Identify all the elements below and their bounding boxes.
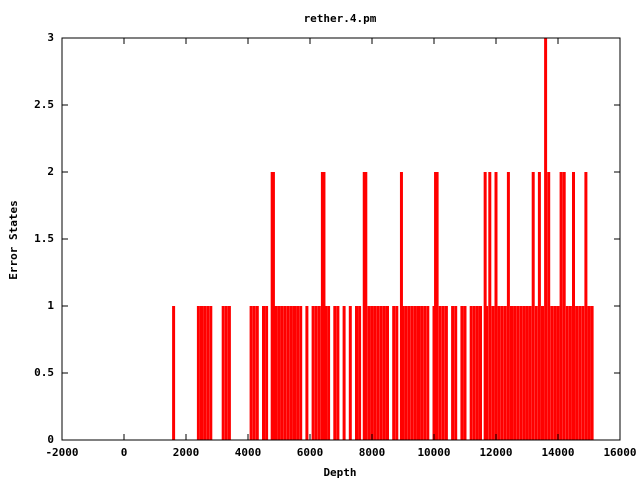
x-tick-label: 2000 xyxy=(173,446,200,459)
chart-title: rether.4.pm xyxy=(304,12,377,25)
x-tick-label: 8000 xyxy=(359,446,386,459)
x-tick-label: 4000 xyxy=(235,446,262,459)
x-tick-label: 0 xyxy=(121,446,128,459)
plot xyxy=(172,38,594,440)
y-tick-label: 2.5 xyxy=(34,98,54,111)
y-tick-label: 0.5 xyxy=(34,366,54,379)
x-tick-label: 12000 xyxy=(479,446,512,459)
x-tick-label: 6000 xyxy=(297,446,324,459)
y-tick-label: 1.5 xyxy=(34,232,54,245)
y-tick-label: 2 xyxy=(47,165,54,178)
y-tick-label: 1 xyxy=(47,299,54,312)
y-tick-label: 3 xyxy=(47,31,54,44)
x-axis-label: Depth xyxy=(323,466,356,479)
x-tick-label: 16000 xyxy=(603,446,636,459)
x-tick-label: -2000 xyxy=(45,446,78,459)
x-tick-label: 10000 xyxy=(417,446,450,459)
x-tick-label: 14000 xyxy=(541,446,574,459)
y-tick-label: 0 xyxy=(47,433,54,446)
y-axis-label: Error States xyxy=(7,200,20,279)
